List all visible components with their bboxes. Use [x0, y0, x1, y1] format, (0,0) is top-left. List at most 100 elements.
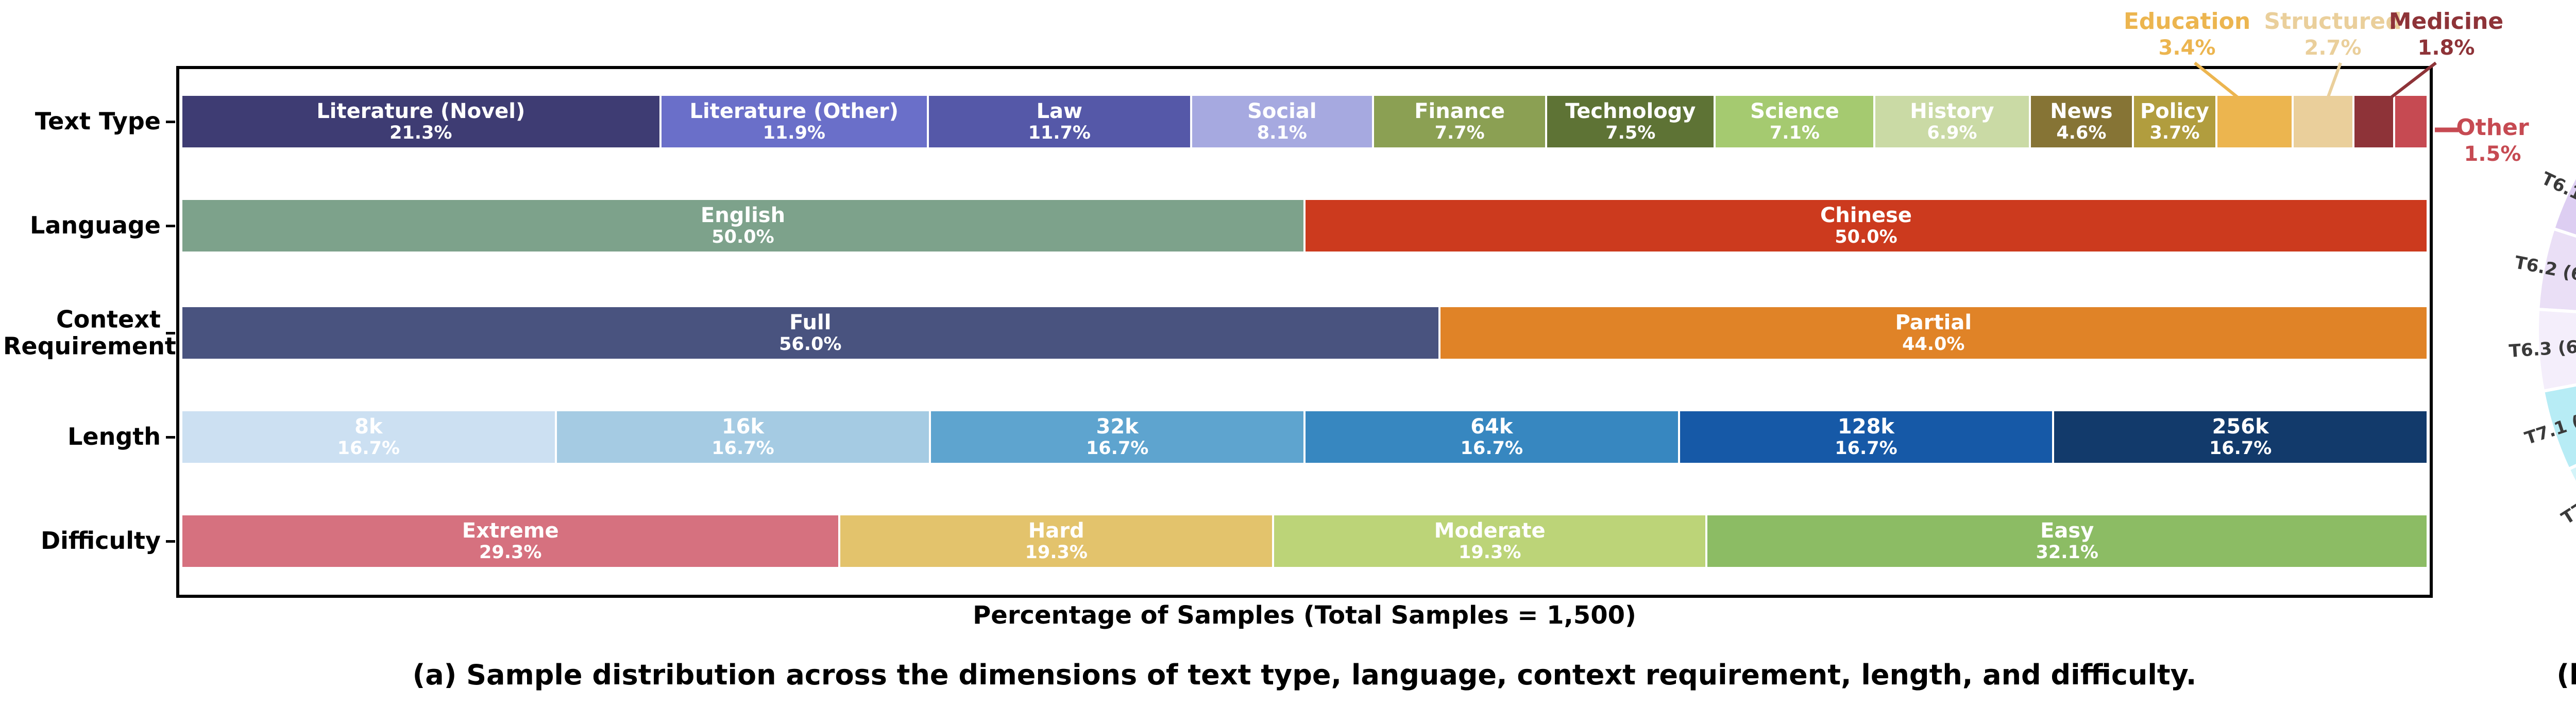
- dimension-label: Length: [67, 423, 161, 451]
- segment-percent: 4.6%: [2056, 122, 2107, 143]
- bar-segment-medicine: [2354, 96, 2393, 147]
- bar-segment-law: Law 11.7%: [928, 96, 1190, 147]
- segment-percent: 32.1%: [2036, 542, 2098, 563]
- segment-label: Partial: [1895, 311, 1972, 334]
- segment-label: Finance: [1414, 99, 1505, 123]
- bar-segment-full: Full 56.0%: [182, 307, 1438, 359]
- segment-percent: 8.1%: [1257, 122, 1307, 143]
- callout-percent: 3.4%: [2158, 36, 2216, 60]
- bar-segment-english: English 50.0%: [182, 200, 1303, 252]
- segment-percent: 11.7%: [1028, 122, 1091, 143]
- callout-leader-line: [2372, 61, 2437, 112]
- sunburst-subtask-wedge-t7-2: [2566, 464, 2576, 488]
- segment-label: Full: [789, 311, 832, 334]
- segment-percent: 7.7%: [1434, 122, 1485, 143]
- callout-structured: Structured 2.7%: [2240, 8, 2426, 60]
- segment-percent: 3.7%: [2149, 122, 2200, 143]
- bar-segment-education: [2217, 96, 2292, 147]
- segment-percent: 6.9%: [1927, 122, 1977, 143]
- segment-percent: 16.7%: [1835, 438, 1897, 459]
- segment-label: 64k: [1470, 415, 1513, 439]
- segment-label: Social: [1247, 99, 1317, 123]
- callout-education: Education 3.4%: [2094, 8, 2280, 60]
- sunburst-subtask-wedge-t6-1: [2551, 172, 2576, 238]
- axis-tick: [166, 540, 175, 543]
- bar-segment-science: Science 7.1%: [1716, 96, 1874, 147]
- callout-medicine: Medicine 1.8%: [2353, 8, 2539, 60]
- bar-segment-8k: 8k 16.7%: [182, 411, 555, 463]
- segment-label: History: [1910, 99, 1994, 123]
- segment-percent: 16.7%: [2209, 438, 2272, 459]
- bar-segment-chinese: Chinese 50.0%: [1306, 200, 2427, 252]
- bar-segment-finance: Finance 7.7%: [1374, 96, 1546, 147]
- segment-percent: 44.0%: [1902, 333, 1965, 355]
- segment-label: 256k: [2212, 415, 2269, 439]
- callout-percent: 1.5%: [2464, 142, 2521, 166]
- segment-label: Extreme: [462, 519, 559, 543]
- bar-segment-structured: [2294, 96, 2352, 147]
- segment-percent: 56.0%: [779, 333, 842, 355]
- segment-label: Literature (Other): [689, 99, 899, 123]
- bar-segment-literature-other-: Literature (Other) 11.9%: [661, 96, 927, 147]
- callout-percent: 2.7%: [2304, 36, 2362, 60]
- callout-label: Other: [2456, 114, 2529, 141]
- segment-percent: 50.0%: [711, 226, 774, 247]
- bar-segment-moderate: Moderate 19.3%: [1274, 515, 1706, 567]
- bar-segment-hard: Hard 19.3%: [840, 515, 1272, 567]
- bar-segment-extreme: Extreme 29.3%: [182, 515, 839, 567]
- segment-label: Policy: [2140, 99, 2209, 123]
- bar-segment-256k: 256k 16.7%: [2054, 411, 2427, 463]
- segment-label: English: [700, 204, 786, 227]
- sunburst-subtask-wedge-t6-2: [2536, 226, 2576, 313]
- caption-panel-a: (a) Sample distribution across the dimen…: [412, 659, 2197, 691]
- bar-segment-history: History 6.9%: [1875, 96, 2029, 147]
- segment-percent: 16.7%: [1460, 438, 1523, 459]
- segment-percent: 29.3%: [479, 542, 542, 563]
- segment-label: Literature (Novel): [316, 99, 526, 123]
- sunburst-subtask-wedge-t6-3: [2535, 307, 2576, 393]
- segment-percent: 7.5%: [1605, 122, 1656, 143]
- center-title: LONGBENCH PRO: [0, 0, 2576, 376]
- caption-panel-b: (b) Sample distribution across the task …: [2556, 659, 2576, 691]
- segment-percent: 16.7%: [337, 438, 400, 459]
- segment-label: Science: [1750, 99, 1839, 123]
- dimension-label: Language: [30, 211, 161, 240]
- bar-segment-social: Social 8.1%: [1192, 96, 1372, 147]
- segment-percent: 50.0%: [1835, 226, 1897, 247]
- bar-segment-128k: 128k 16.7%: [1680, 411, 2053, 463]
- bar-segment-64k: 64k 16.7%: [1306, 411, 1678, 463]
- x-axis-label: Percentage of Samples (Total Samples = 1…: [973, 601, 1636, 630]
- bar-segment-literature-novel-: Literature (Novel) 21.3%: [182, 96, 659, 147]
- segment-percent: 16.7%: [711, 438, 774, 459]
- bar-segment-news: News 4.6%: [2030, 96, 2132, 147]
- segment-label: Technology: [1565, 99, 1696, 123]
- segment-label: Easy: [2040, 519, 2094, 543]
- bar-segment-16k: 16k 16.7%: [556, 411, 929, 463]
- segment-percent: 7.1%: [1769, 122, 1820, 143]
- callout-percent: 1.8%: [2417, 36, 2475, 60]
- segment-label: 32k: [1096, 415, 1139, 439]
- segment-label: Chinese: [1820, 204, 1912, 227]
- callout-label: Medicine: [2388, 8, 2504, 35]
- bar-segment-easy: Easy 32.1%: [1707, 515, 2427, 567]
- axis-tick: [166, 332, 175, 334]
- segment-label: 16k: [721, 415, 765, 439]
- segment-percent: 19.3%: [1025, 542, 1088, 563]
- axis-tick: [166, 225, 175, 227]
- dimension-label: Text Type: [35, 107, 161, 136]
- segment-label: News: [2050, 99, 2113, 123]
- bar-segment-32k: 32k 16.7%: [931, 411, 1303, 463]
- bar-segment-other: [2395, 96, 2427, 147]
- bar-segment-technology: Technology 7.5%: [1547, 96, 1714, 147]
- segment-percent: 16.7%: [1086, 438, 1149, 459]
- segment-label: 8k: [354, 415, 383, 439]
- segment-label: Moderate: [1434, 519, 1546, 543]
- segment-percent: 21.3%: [389, 122, 452, 143]
- bar-segment-policy: Policy 3.7%: [2134, 96, 2215, 147]
- axis-tick: [166, 121, 175, 123]
- bar-segment-partial: Partial 44.0%: [1440, 307, 2427, 359]
- sunburst-subtask-wedge-t7-1: [2541, 383, 2576, 472]
- dimension-label: Difficulty: [40, 527, 161, 555]
